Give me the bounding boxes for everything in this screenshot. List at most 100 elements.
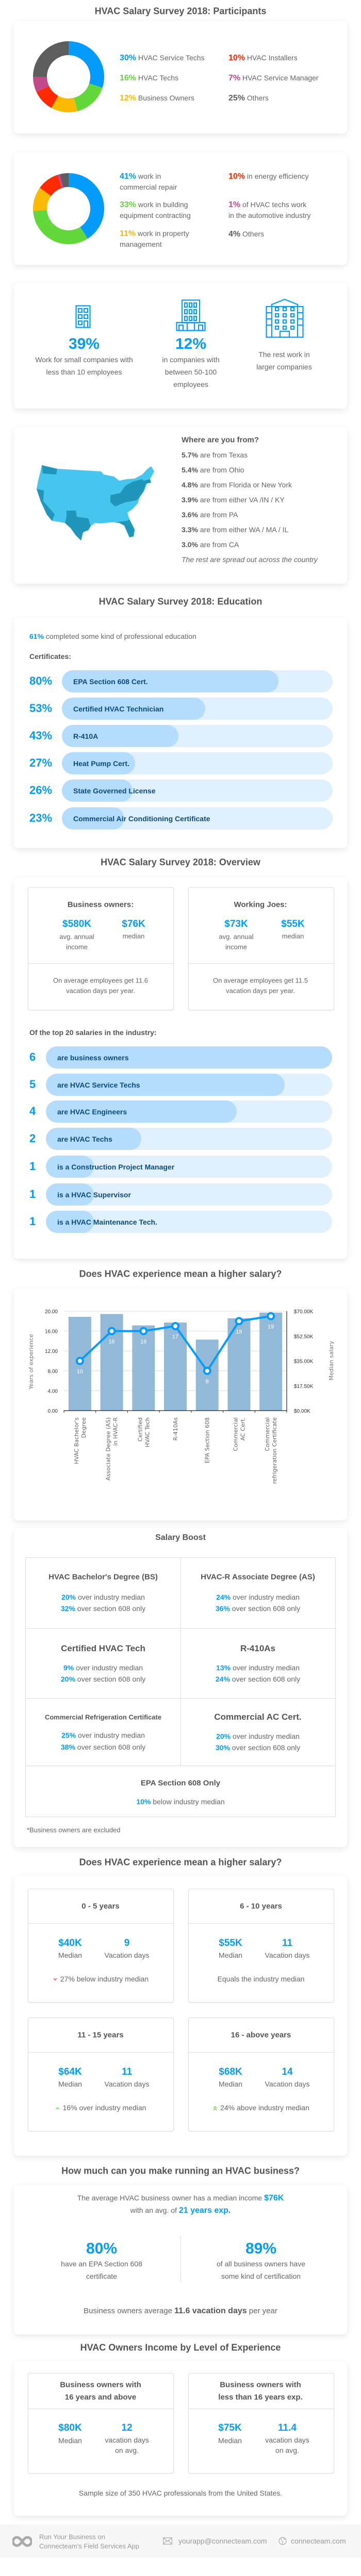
data-label: 10 [77,1369,83,1375]
data-label: 17 [172,1334,178,1340]
vacation-text: vacation days per year. [226,987,295,995]
business-title: How much can you make running an HVAC bu… [61,2165,300,2176]
donut-segment [57,174,63,189]
y-tick-right: $70.00K [294,1309,314,1315]
location-item: 3.9% are from either VA /IN / KY [182,496,285,504]
small-building-icon [75,305,91,328]
stat-text: certificate [86,2272,117,2280]
vacation-label: vacation days [105,2436,149,2444]
globe-icon [278,2537,287,2545]
legend-item: 1% of HVAC techs work in the automotive i… [228,200,311,219]
large-company-text: larger companies [256,363,312,371]
median-income: $55K [281,919,305,929]
experience-point [171,1321,179,1330]
owners-junior-box [188,2373,334,2473]
vacation-label: on avg. [115,2446,139,2454]
certificates-heading: Certificates: [29,652,71,660]
avg-income-label: income [225,943,247,951]
experience-median: $68K [219,2066,242,2077]
boost-title: HVAC Bachelor's Degree (BS) [48,1572,158,1582]
donut-segment [69,173,104,239]
location-item: 5.7% are from Texas [182,451,248,459]
y-tick-right: $0.00K [294,1409,310,1414]
footer-website-link[interactable]: connecteam.com [291,2537,346,2545]
certificate-bar-fill [62,670,278,692]
boost-title: R-410As [240,1643,276,1653]
vacation-label: Vacation days [104,2080,150,2088]
experience-point [107,1327,116,1335]
data-label: 18 [236,1329,242,1335]
experience-note: Equals the industry median [217,1975,305,1983]
mid-company-text: between 50-100 [165,368,217,376]
boost-line: 32% over section 608 only [60,1604,146,1613]
certificate-label: EPA Section 608 Cert. [73,677,148,686]
company-size-card [14,283,347,409]
double-chevron-up-icon [213,2106,217,2111]
certificate-pct: 23% [29,811,53,824]
top20-bar-fill [46,1100,237,1123]
stat-text: have an EPA Section 608 [61,2260,142,2268]
data-label: 16 [140,1339,146,1345]
boost-line: 38% over section 608 only [60,1743,146,1751]
boost-line: 24% over section 608 only [215,1675,301,1683]
y-tick-left: 20.00 [45,1309,58,1315]
owners-vacation: 12 [121,2422,133,2433]
small-company-text: Work for small companies with [35,355,133,364]
experience-point [75,1357,84,1365]
experience-point [267,1312,275,1320]
legend-item: 12% Business Owners [120,94,194,103]
boost-line: 30% over section 608 only [215,1743,301,1752]
donut-segment [33,210,88,244]
vacation-text: On average employees get 11.6 [53,976,149,985]
x-tick-label: HVAC Bachelor's [73,1417,80,1464]
chevron-down-icon [53,1978,57,1981]
divider [188,963,334,964]
y-tick-left: 0.00 [48,1409,58,1414]
legend-item: 4% Others [228,230,265,239]
donut-segment [33,188,52,211]
top20-count: 5 [29,1078,36,1091]
vacation-label: Vacation days [265,2080,310,2088]
top20-bar-track: are HVAC Techs [46,1128,332,1150]
salary-bar [132,1325,155,1411]
roles-donut-chart [33,41,104,112]
top20-count: 1 [29,1215,36,1228]
divider [25,1628,336,1629]
location-item: 5.4% are from Ohio [182,466,244,474]
avg-income: $580K [62,919,91,929]
industries-card [14,152,347,265]
vacation-label: vacation days [265,2436,309,2444]
median-label: Median [219,1951,242,1959]
office-building-icon [176,299,206,331]
divider [188,2052,334,2053]
working-joes-box [188,887,334,1010]
states-midwest-east [110,479,146,506]
envelope-icon [163,2537,172,2545]
boost-title: Commercial AC Cert. [214,1712,302,1722]
certificate-bar-fill [62,698,206,720]
boost-line: 10% below industry median [136,1798,225,1806]
median-label: Median [58,2080,82,2088]
certificate-pct: 27% [29,756,53,769]
top20-label: are HVAC Engineers [57,1107,127,1116]
top20-bar-fill [46,1128,141,1150]
roles-card [14,21,347,133]
certificate-label: State Governed License [73,786,156,795]
owners-title: HVAC Owners Income by Level of Experienc… [80,2342,281,2353]
location-heading: Where are you from? [182,435,259,445]
avg-income-label: avg. annual [59,933,94,941]
boost-line: 13% over industry median [216,1664,300,1672]
footer-email-link[interactable]: yourapp@connecteam.com [178,2537,267,2545]
state-california [37,489,55,521]
donut-segment [36,86,58,108]
certificate-bar-fill [62,807,124,829]
x-tick-label: Degree [80,1417,87,1438]
divider [28,1923,174,1924]
y-axis-title-right: Median salary [328,1341,335,1380]
x-tick-label: in HVAC-R [112,1417,119,1446]
legend-item: 30% HVAC Service Techs [120,54,205,62]
small-company-text: less than 10 employees [46,368,122,376]
participants-title: HVAC Salary Survey 2018: Participants [94,6,267,16]
education-title: HVAC Salary Survey 2018: Education [99,596,262,607]
footer-tagline: Connecteam's Field Services App [39,2542,139,2550]
